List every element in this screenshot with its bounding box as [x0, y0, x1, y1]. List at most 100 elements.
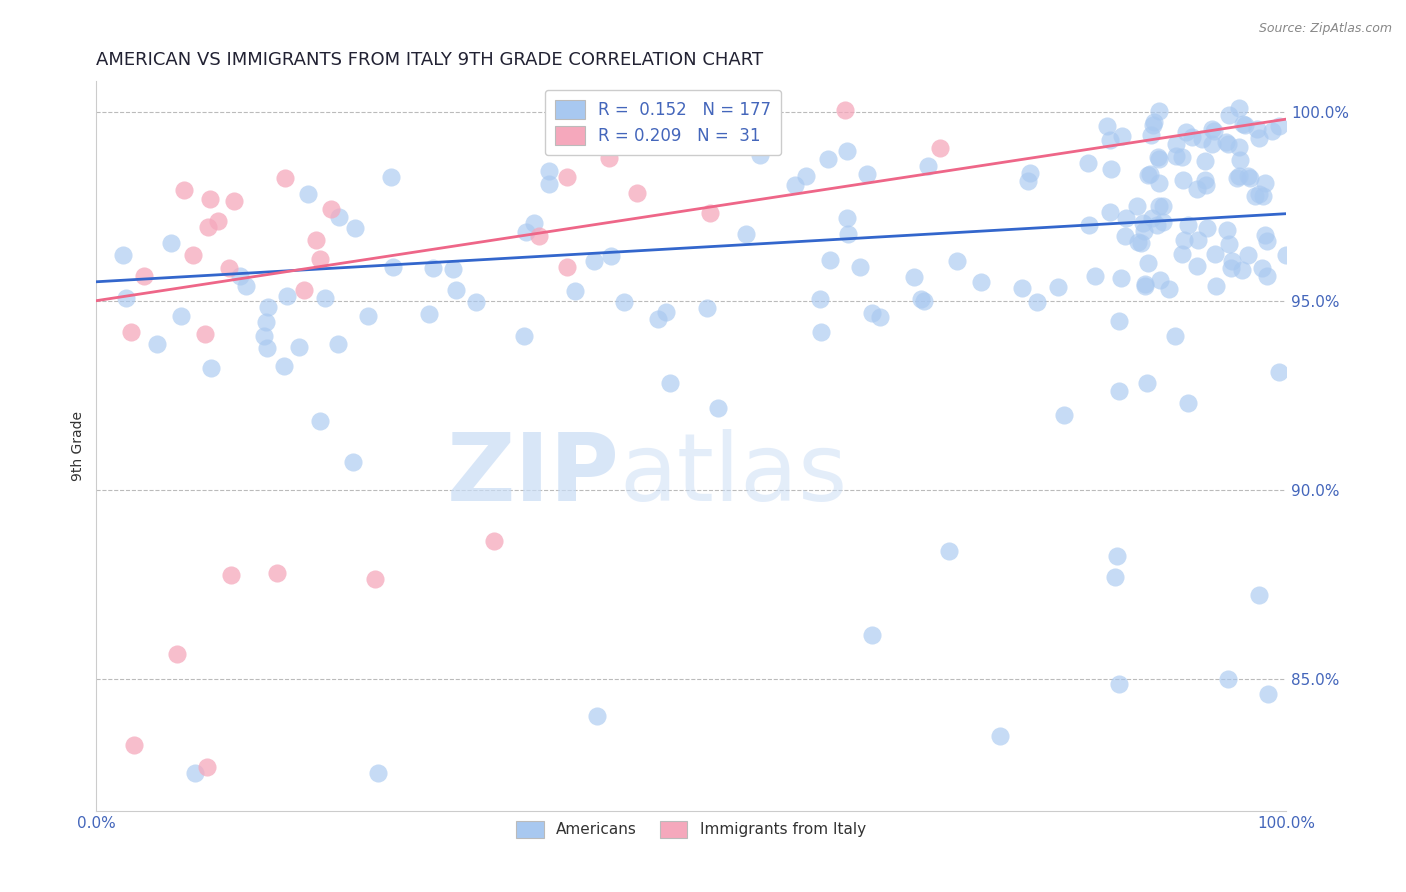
Point	[200, 361, 222, 376]
Point	[446, 283, 468, 297]
Point	[1136, 376, 1159, 390]
Point	[418, 307, 440, 321]
Point	[938, 544, 960, 558]
Point	[314, 291, 336, 305]
Point	[1017, 174, 1039, 188]
Point	[380, 170, 402, 185]
Point	[1132, 216, 1154, 230]
Point	[1275, 248, 1298, 262]
Point	[658, 376, 681, 390]
Point	[1111, 128, 1133, 143]
Point	[1130, 235, 1153, 250]
Point	[598, 151, 620, 165]
Point	[184, 766, 207, 780]
Point	[166, 647, 188, 661]
Point	[1194, 173, 1216, 187]
Point	[946, 254, 969, 268]
Point	[1191, 132, 1213, 146]
Point	[194, 326, 217, 341]
Point	[1146, 218, 1168, 232]
Point	[1218, 108, 1240, 122]
Point	[1104, 570, 1126, 584]
Point	[115, 291, 138, 305]
Point	[288, 340, 311, 354]
Point	[1109, 271, 1132, 285]
Point	[1220, 254, 1243, 268]
Point	[1174, 124, 1197, 138]
Point	[527, 229, 550, 244]
Point	[1133, 223, 1156, 237]
Point	[181, 248, 204, 262]
Point	[988, 729, 1011, 743]
Point	[1099, 162, 1122, 177]
Point	[738, 101, 761, 115]
Point	[1152, 215, 1174, 229]
Point	[364, 572, 387, 586]
Point	[1253, 227, 1275, 242]
Point	[1218, 673, 1240, 687]
Point	[1185, 259, 1208, 273]
Point	[537, 164, 560, 178]
Point	[1011, 281, 1033, 295]
Point	[198, 192, 221, 206]
Point	[1195, 178, 1218, 192]
Point	[1177, 218, 1199, 232]
Point	[1220, 261, 1243, 276]
Point	[1108, 677, 1130, 691]
Point	[626, 186, 648, 201]
Point	[1078, 219, 1101, 233]
Point	[1108, 384, 1130, 399]
Point	[1142, 114, 1164, 128]
Point	[328, 210, 350, 224]
Point	[1115, 211, 1137, 226]
Point	[538, 178, 561, 192]
Point	[1095, 119, 1118, 133]
Point	[1171, 173, 1194, 187]
Point	[120, 325, 142, 339]
Point	[1268, 119, 1291, 133]
Point	[837, 227, 859, 241]
Point	[1164, 149, 1187, 163]
Point	[252, 328, 274, 343]
Point	[1185, 181, 1208, 195]
Point	[443, 262, 465, 277]
Point	[112, 247, 135, 261]
Point	[235, 278, 257, 293]
Point	[582, 253, 605, 268]
Point	[1139, 167, 1161, 181]
Point	[837, 211, 859, 226]
Point	[834, 103, 856, 117]
Text: AMERICAN VS IMMIGRANTS FROM ITALY 9TH GRADE CORRELATION CHART: AMERICAN VS IMMIGRANTS FROM ITALY 9TH GR…	[97, 51, 763, 69]
Point	[1159, 282, 1181, 296]
Point	[1218, 136, 1240, 151]
Point	[810, 325, 832, 339]
Point	[1194, 154, 1216, 169]
Point	[1187, 233, 1209, 247]
Text: atlas: atlas	[620, 429, 848, 522]
Point	[856, 167, 879, 181]
Point	[1147, 150, 1170, 164]
Point	[224, 194, 246, 209]
Point	[555, 170, 578, 185]
Point	[1126, 235, 1149, 249]
Point	[1257, 687, 1279, 701]
Point	[970, 275, 993, 289]
Point	[1256, 269, 1278, 284]
Point	[910, 292, 932, 306]
Point	[1147, 176, 1170, 190]
Point	[274, 170, 297, 185]
Point	[585, 709, 607, 723]
Point	[1084, 268, 1107, 283]
Point	[1108, 314, 1130, 328]
Point	[122, 739, 145, 753]
Point	[297, 187, 319, 202]
Point	[655, 305, 678, 319]
Y-axis label: 9th Grade: 9th Grade	[72, 411, 86, 482]
Point	[1019, 166, 1042, 180]
Point	[1216, 223, 1239, 237]
Point	[257, 300, 280, 314]
Legend: Americans, Immigrants from Italy: Americans, Immigrants from Italy	[510, 814, 872, 844]
Point	[794, 169, 817, 184]
Point	[1147, 199, 1170, 213]
Point	[1237, 248, 1260, 262]
